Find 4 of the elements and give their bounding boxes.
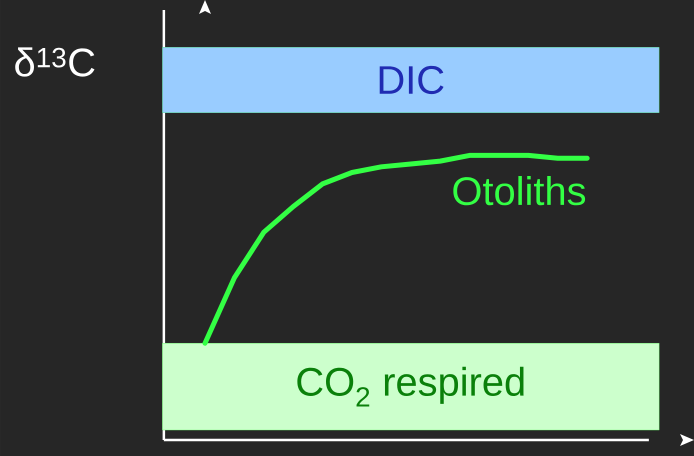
y-axis-title: δ$^{13}$C — [15, 47, 94, 77]
band-label: CO$_{2}$ respired — [297, 366, 524, 407]
series-label: Otoliths — [453, 176, 586, 206]
band-label: DIC — [380, 66, 444, 94]
